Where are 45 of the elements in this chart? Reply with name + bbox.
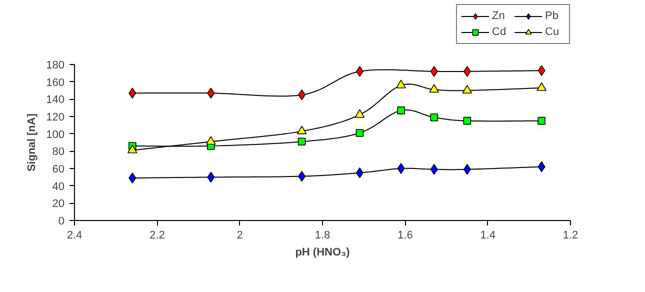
point <box>128 88 136 98</box>
y-tick-label: 20 <box>52 198 65 210</box>
x-tick-label: 1.6 <box>398 230 413 242</box>
point <box>429 84 439 93</box>
point <box>536 82 546 91</box>
point <box>538 116 546 125</box>
point <box>354 109 365 118</box>
legend-label: Cd <box>492 25 508 39</box>
x-tick-label: 2 <box>236 230 243 242</box>
y-tick-label: 80 <box>52 146 65 158</box>
x-tick-label: 1.8 <box>314 230 330 242</box>
point <box>207 88 215 98</box>
point <box>127 144 138 154</box>
point <box>128 172 136 184</box>
point <box>430 66 438 77</box>
y-tick-label: 0 <box>58 216 65 228</box>
point <box>463 66 471 77</box>
point <box>298 138 306 146</box>
point <box>397 106 405 114</box>
legend-label: Zn <box>492 9 506 23</box>
y-tick-label: 60 <box>52 164 65 176</box>
y-tick-label: 120 <box>46 112 65 124</box>
point <box>463 116 472 125</box>
point <box>430 113 438 122</box>
point <box>396 80 406 88</box>
y-tick-label: 160 <box>46 76 65 89</box>
y-tick-label: 40 <box>52 180 65 193</box>
y-axis-title: Signal [nA] <box>26 113 38 172</box>
x-tick-label: 1.4 <box>480 230 496 242</box>
y-tick-label: 140 <box>46 94 65 106</box>
point <box>397 163 405 174</box>
y-tick-label: 100 <box>46 128 65 141</box>
point <box>356 129 364 137</box>
point <box>462 84 472 94</box>
x-tick-label: 1.2 <box>562 230 578 242</box>
point <box>538 65 546 76</box>
point <box>356 66 364 77</box>
legend-label: Cu <box>545 25 560 39</box>
x-tick-label: 2.4 <box>66 230 82 242</box>
x-tick-label: 2.2 <box>150 230 165 242</box>
legend-label: Pb <box>545 9 560 23</box>
point <box>296 126 307 134</box>
point <box>206 136 216 145</box>
x-axis-title: pH (HNO₃) <box>295 246 350 258</box>
y-tick-label: 180 <box>46 60 65 72</box>
